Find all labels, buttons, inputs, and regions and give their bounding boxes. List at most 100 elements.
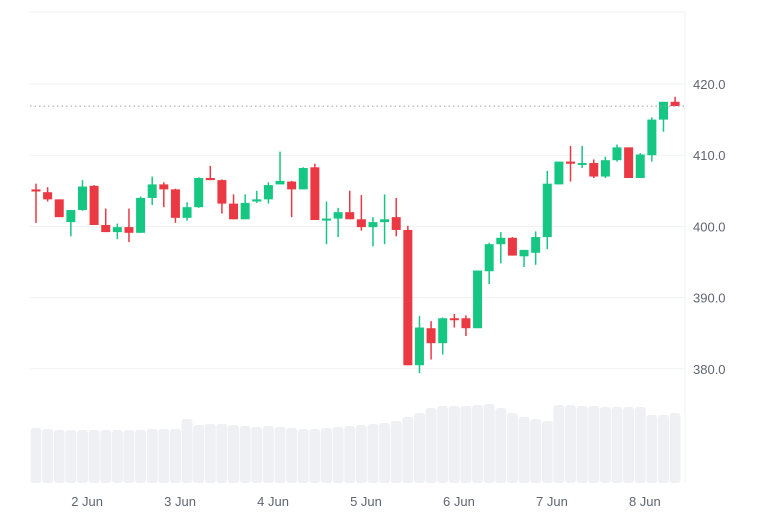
candle [170,188,180,223]
y-axis: 420.0 410.0 400.0 390.0 380.0 [693,77,726,377]
candle [147,176,157,206]
volume-bar [216,424,228,483]
candle-body [147,184,157,198]
y-tick-label: 390.0 [693,291,726,306]
volume-bar [541,421,553,483]
candle-body [101,224,111,233]
candle [426,321,436,360]
candle [519,249,529,267]
candle-body [391,217,401,230]
volume-bar [565,405,577,483]
candle-body [322,218,331,221]
volume-bar [204,424,216,483]
candle-body [438,318,448,344]
x-axis: 2 Jun 3 Jun 4 Jun 5 Jun 6 Jun 7 Jun 8 Jun [71,494,661,509]
candle [438,317,448,355]
candle-body [461,318,471,329]
candle [43,187,53,202]
volume-bar [53,430,65,483]
candle-body [194,177,204,208]
candle-body [670,101,680,107]
candle-body [507,237,517,256]
candle [635,153,645,178]
volume-bar [657,415,669,483]
volume-bar [181,419,193,483]
candle-body [577,163,587,166]
candle [275,151,285,185]
candle-body [345,212,355,220]
candle-body [217,180,227,204]
candle [333,207,343,238]
volume-bar [506,413,518,483]
volume-bar [146,429,158,483]
candle [310,163,320,220]
candle [600,156,610,178]
candle-body [449,318,459,321]
candle-body [252,199,262,202]
candle [112,223,122,240]
x-tick-label: 8 Jun [629,494,661,509]
volume-bar [228,425,240,483]
volume-bar [355,425,367,483]
volume-bar [623,407,635,483]
y-tick-label: 410.0 [693,148,726,163]
candle-body [182,207,192,218]
candle-body [380,219,390,223]
candle-body [89,185,99,225]
volume-bar [379,423,391,483]
candle-body [542,183,552,238]
volume-bars [30,404,681,483]
candle-body [112,227,122,233]
x-tick-label: 2 Jun [71,494,103,509]
candle [124,208,134,243]
candle-body [658,101,668,120]
candle [624,147,634,178]
volume-bar [483,404,495,483]
candle-body [519,249,529,257]
volume-bar [274,427,286,483]
x-tick-label: 6 Jun [443,494,475,509]
candle [66,210,76,237]
candle [670,96,680,107]
volume-bar [425,408,437,483]
volume-bar [297,429,309,483]
volume-bar [437,406,449,483]
candles [31,96,680,374]
candle-body [356,219,366,228]
candle-body [624,147,634,178]
volume-bar [448,406,460,483]
candle [322,201,331,245]
candle-body [496,237,506,245]
y-tick-label: 380.0 [693,362,726,377]
candle [229,194,239,220]
candle [496,232,506,264]
candle-body [77,186,87,211]
volume-bar [100,430,112,483]
volume-bar [65,430,77,483]
candle-body [136,197,146,233]
volume-bar [158,429,170,483]
volume-bar [530,419,542,483]
candle [77,180,87,211]
candle [403,225,413,366]
candle [554,161,564,185]
volume-bar [309,429,321,483]
volume-bar [599,407,611,483]
candle [89,185,99,225]
volume-bar [42,429,54,483]
candle [356,195,366,231]
candle [449,313,459,328]
candle-body [635,154,645,178]
candle-body [403,229,413,366]
candle-body [287,181,297,190]
volume-bar [76,430,88,483]
volume-bar [321,428,332,483]
volume-bar [646,415,658,483]
candle [252,190,262,203]
volume-bar [669,413,681,483]
candle [473,270,483,329]
candle-body [600,160,610,177]
candle [484,242,494,285]
volume-bar [193,425,205,483]
candle [368,217,378,247]
